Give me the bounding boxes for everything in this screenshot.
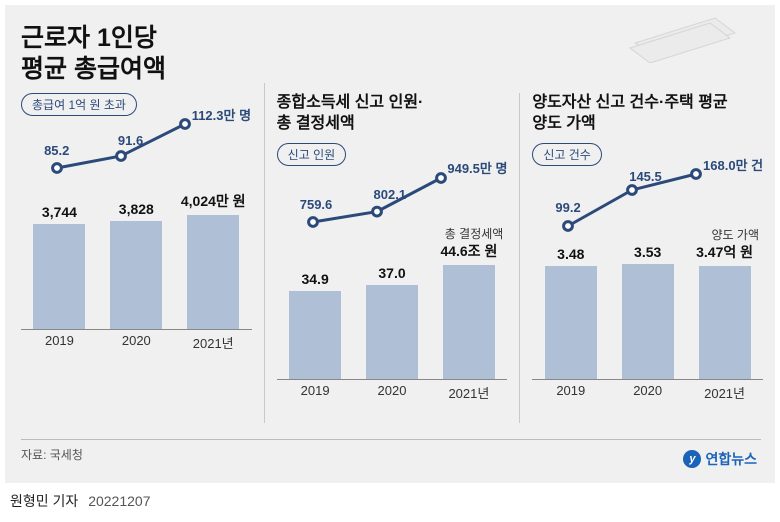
x-tick-label: 2021년 xyxy=(439,383,499,402)
bar-group: 34.9 37.0 44.6조 원 xyxy=(277,240,508,380)
brand-logo-icon: y xyxy=(683,450,701,468)
line-point-label: 99.2 xyxy=(555,200,580,215)
chart-panel: 총급여 1억 원 초과 85.2 91.6 112.3만 명 3,744 3,828 4,0… xyxy=(21,83,265,423)
title-line1: 근로자 1인당 xyxy=(21,24,157,52)
bar-wrap: 34.9 xyxy=(285,271,345,379)
plot-area: 759.6802.1949.5만 명총 결정세액34.937.044.6조 원2… xyxy=(277,172,508,402)
x-tick-label: 2021년 xyxy=(183,333,243,352)
x-tick-label: 2020 xyxy=(618,383,678,402)
bar xyxy=(545,266,597,379)
brand: y 연합뉴스 xyxy=(683,449,757,469)
bar-value-label: 37.0 xyxy=(378,265,405,281)
x-axis-labels: 2019 2020 2021년 xyxy=(277,383,508,402)
bar xyxy=(622,264,674,379)
bar xyxy=(110,221,162,329)
bar-wrap: 3,828 xyxy=(106,201,166,329)
bar-wrap: 4,024만 원 xyxy=(183,191,243,329)
x-axis-labels: 2019 2020 2021년 xyxy=(21,333,252,352)
bar-wrap: 3.53 xyxy=(618,244,678,379)
line-legend: 총급여 1억 원 초과 xyxy=(21,93,137,116)
bar-group: 3.48 3.53 3.47억 원 xyxy=(532,240,763,380)
bar-value-label: 3,744 xyxy=(42,204,77,220)
x-tick-label: 2019 xyxy=(541,383,601,402)
byline: 원형민 기자 20221207 xyxy=(10,491,150,511)
charts-row: 총급여 1억 원 초과 85.2 91.6 112.3만 명 3,744 3,828 4,0… xyxy=(21,93,763,423)
bar-wrap: 44.6조 원 xyxy=(439,241,499,379)
bar xyxy=(443,265,495,379)
x-tick-label: 2021년 xyxy=(695,383,755,402)
bar-wrap: 3,744 xyxy=(29,204,89,329)
panel-title: 종합소득세 신고 인원· 총 결정세액 xyxy=(277,93,508,135)
chart-panel: 종합소득세 신고 인원· 총 결정세액신고 인원 759.6 802.1 949.5만… xyxy=(277,93,521,423)
plot-area: 99.2145.5168.0만 건양도 가액3.483.533.47억 원201… xyxy=(532,172,763,402)
title-line2: 평균 총급여액 xyxy=(21,55,166,83)
x-tick-label: 2019 xyxy=(29,333,89,352)
line-point-label: 145.5 xyxy=(629,169,662,184)
x-tick-label: 2019 xyxy=(285,383,345,402)
brand-text: 연합뉴스 xyxy=(705,449,757,469)
bar xyxy=(366,285,418,379)
chart-panel: 양도자산 신고 건수·주택 평균 양도 가액신고 건수 99.2 145.5 168.… xyxy=(532,93,763,423)
byline-author: 원형민 기자 xyxy=(10,493,78,509)
line-point-label: 112.3만 명 xyxy=(192,105,251,124)
bar-value-label: 3,828 xyxy=(119,201,154,217)
infographic-container: 근로자 1인당 평균 총급여액 총급여 1억 원 초과 85.2 91.6 112.3… xyxy=(5,5,775,483)
x-tick-label: 2020 xyxy=(106,333,166,352)
bar xyxy=(289,291,341,379)
line-legend: 신고 인원 xyxy=(277,143,347,166)
panel-title: 양도자산 신고 건수·주택 평균 양도 가액 xyxy=(532,93,763,135)
plot-area: 85.291.6112.3만 명3,7443,8284,024만 원201920… xyxy=(21,122,252,352)
source-label: 자료: 국세청 xyxy=(21,439,761,463)
decor-bills-icon xyxy=(615,13,745,63)
x-axis-labels: 2019 2020 2021년 xyxy=(532,383,763,402)
line-point-label: 85.2 xyxy=(44,143,69,158)
line-legend: 신고 건수 xyxy=(532,143,602,166)
line-point-label: 802.1 xyxy=(374,187,407,202)
line-point-label: 91.6 xyxy=(118,133,143,148)
bar-wrap: 3.48 xyxy=(541,246,601,379)
bar-wrap: 37.0 xyxy=(362,265,422,379)
line-point-label: 759.6 xyxy=(300,197,333,212)
line-point-label: 949.5만 명 xyxy=(447,158,507,177)
byline-date: 20221207 xyxy=(88,493,150,509)
bar-group: 3,744 3,828 4,024만 원 xyxy=(21,190,252,330)
bar xyxy=(33,224,85,329)
bar xyxy=(187,215,239,329)
bar-value-label: 34.9 xyxy=(301,271,328,287)
bar xyxy=(699,266,751,379)
line-point-label: 168.0만 건 xyxy=(703,155,763,174)
bar-wrap: 3.47억 원 xyxy=(695,242,755,379)
x-tick-label: 2020 xyxy=(362,383,422,402)
